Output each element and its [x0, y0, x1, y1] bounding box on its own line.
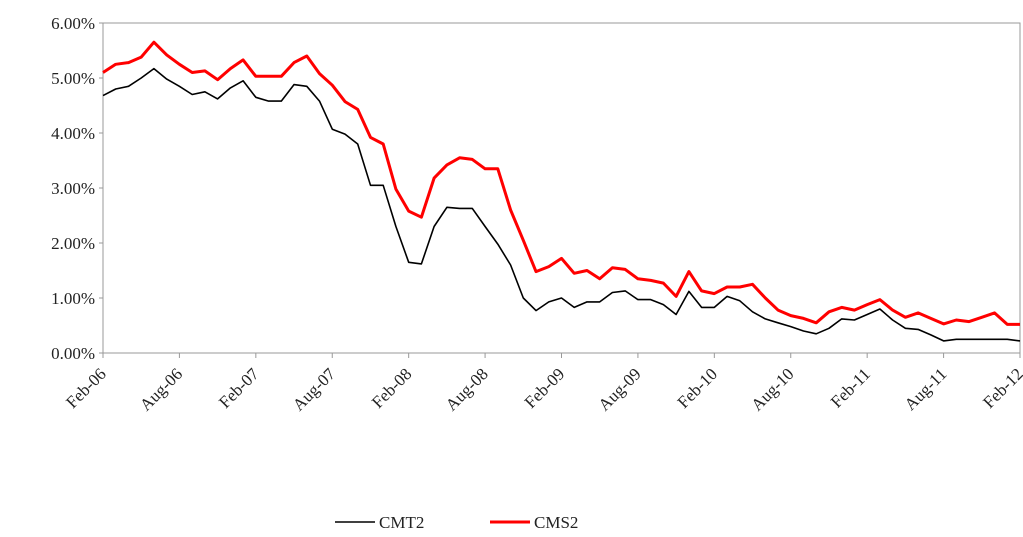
- x-tick-label: Aug-07: [289, 364, 340, 415]
- x-tick-label: Feb-11: [827, 364, 874, 411]
- x-tick-label: Feb-10: [674, 364, 721, 411]
- series-line: [102, 67, 1021, 342]
- legend-label: CMS2: [534, 513, 578, 532]
- x-tick-label: Feb-08: [368, 364, 415, 411]
- y-tick-label: 4.00%: [51, 124, 95, 143]
- y-tick-label: 2.00%: [51, 234, 95, 253]
- y-tick-label: 6.00%: [51, 14, 95, 33]
- x-tick-label: Aug-09: [595, 364, 645, 414]
- x-tick-label: Aug-11: [901, 364, 951, 414]
- y-tick-label: 5.00%: [51, 69, 95, 88]
- x-tick-label: Feb-09: [521, 364, 568, 411]
- legend-label: CMT2: [379, 513, 424, 532]
- y-tick-label: 0.00%: [51, 344, 95, 363]
- x-tick-label: Aug-08: [442, 364, 492, 414]
- y-tick-label: 3.00%: [51, 179, 95, 198]
- y-tick-label: 1.00%: [51, 289, 95, 308]
- x-tick-label: Feb-07: [215, 364, 263, 412]
- x-tick-label: Feb-12: [979, 364, 1023, 411]
- x-tick-label: Aug-10: [747, 364, 797, 414]
- series-line: [102, 40, 1020, 326]
- x-tick-label: Aug-06: [136, 364, 186, 414]
- x-tick-label: Feb-06: [62, 364, 109, 411]
